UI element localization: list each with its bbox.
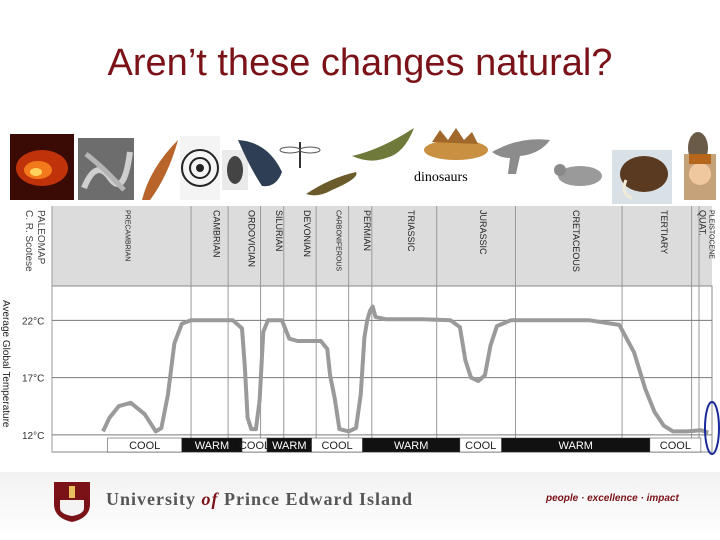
band-label: WARM bbox=[195, 440, 229, 452]
map-label: PALEOMAP bbox=[35, 210, 46, 265]
theropod-image bbox=[492, 139, 550, 174]
ammonite-image bbox=[180, 136, 220, 200]
university-name-of: of bbox=[201, 489, 219, 509]
period-label: CRETACEOUS bbox=[571, 210, 581, 272]
arthropod-image bbox=[222, 150, 248, 190]
dinosaurs-label: dinosaurs bbox=[414, 170, 468, 185]
band-label: WARM bbox=[394, 440, 428, 452]
period-label: JURASSIC bbox=[478, 210, 488, 255]
mammoth-image bbox=[612, 150, 672, 204]
amphibian-image bbox=[306, 172, 357, 196]
period-label: PLEISTOCENE bbox=[708, 210, 715, 259]
band-label: COOL bbox=[129, 440, 160, 452]
dragonfly-image bbox=[279, 142, 321, 168]
university-tagline: people · excellence · impact bbox=[546, 493, 679, 504]
university-name-right: Prince Edward Island bbox=[218, 489, 414, 509]
university-name: University of Prince Edward Island bbox=[106, 489, 413, 510]
period-label: TRIASSIC bbox=[406, 210, 416, 252]
university-crest-icon bbox=[54, 482, 90, 522]
fish-image bbox=[238, 140, 282, 187]
evolution-image-strip bbox=[10, 128, 716, 204]
temperature-curve bbox=[101, 304, 709, 435]
period-label: TERTIARY bbox=[659, 210, 669, 254]
period-label: QUAT. bbox=[697, 210, 707, 236]
band-label: WARM bbox=[272, 440, 306, 452]
lava-image bbox=[10, 134, 74, 200]
period-label: DEVONIAN bbox=[302, 210, 312, 257]
y-axis-label: Average Global Temperature bbox=[0, 300, 11, 428]
footer-bar bbox=[0, 472, 720, 540]
university-name-left: University bbox=[106, 489, 202, 509]
period-label: CAMBRIAN bbox=[212, 210, 222, 258]
period-label: CARBONIFEROUS bbox=[334, 210, 341, 271]
trilobite-image bbox=[142, 140, 178, 200]
band-label: COOL bbox=[239, 440, 270, 452]
stegosaurus-image bbox=[424, 128, 488, 160]
band-label: COOL bbox=[465, 440, 496, 452]
period-label: PRECAMBRIAN bbox=[124, 210, 131, 261]
period-label: SILURIAN bbox=[274, 210, 284, 252]
source-label: C. R. Scotese bbox=[23, 210, 34, 272]
band-label: COOL bbox=[660, 440, 691, 452]
y-tick-label: 17°C bbox=[22, 374, 44, 385]
band-label: WARM bbox=[559, 440, 593, 452]
period-label: PERMIAN bbox=[362, 210, 372, 251]
pterosaur-image bbox=[352, 128, 414, 161]
cool-band bbox=[649, 437, 702, 453]
present-highlight-ellipse bbox=[704, 401, 720, 455]
child-image bbox=[684, 154, 716, 200]
rat-image bbox=[554, 164, 602, 186]
temperature-chart: COOL WARM COOL WARM COOL WARM COOL WARM COOL PRE… bbox=[0, 206, 720, 455]
y-tick-label: 12°C bbox=[22, 431, 44, 442]
period-header bbox=[52, 206, 712, 286]
bacteria-image bbox=[78, 138, 134, 200]
slide-title: Aren’t these changes natural? bbox=[107, 42, 613, 84]
y-tick-label: 22°C bbox=[22, 316, 44, 327]
band-label: COOL bbox=[321, 440, 352, 452]
period-label: ORDOVICIAN bbox=[246, 210, 256, 267]
